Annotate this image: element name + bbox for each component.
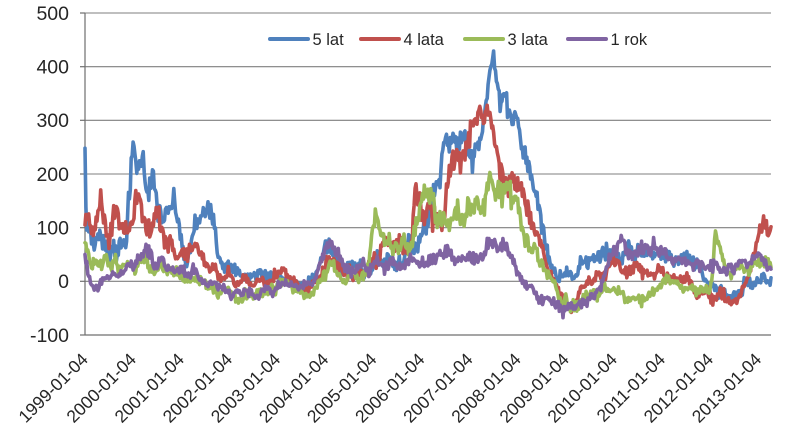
- svg-text:100: 100: [36, 218, 69, 240]
- svg-text:5 lat: 5 lat: [313, 31, 345, 49]
- svg-text:3 lata: 3 lata: [508, 31, 549, 49]
- svg-text:0: 0: [58, 271, 69, 293]
- svg-text:-100: -100: [30, 325, 69, 347]
- svg-text:200: 200: [36, 164, 69, 186]
- svg-text:500: 500: [36, 3, 69, 25]
- svg-text:300: 300: [36, 110, 69, 132]
- svg-text:1 rok: 1 rok: [611, 31, 648, 49]
- svg-text:4 lata: 4 lata: [404, 31, 445, 49]
- svg-text:400: 400: [36, 57, 69, 79]
